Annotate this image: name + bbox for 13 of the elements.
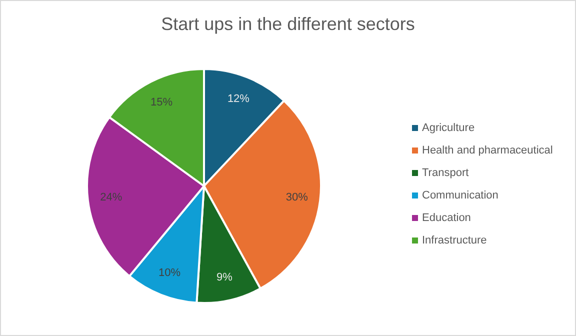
legend-label: Communication (422, 189, 498, 202)
data-label: 24% (100, 192, 122, 204)
chart-title: Start ups in the different sectors (161, 14, 415, 34)
legend-label: Transport (422, 166, 469, 179)
legend-label: Infrastructure (422, 234, 487, 246)
data-label: 10% (158, 266, 181, 279)
legend-label: Agriculture (422, 122, 475, 134)
data-label: 30% (286, 192, 308, 204)
data-label: 9% (216, 271, 233, 284)
legend-label: Education (422, 212, 471, 224)
legend-label: Health and pharmaceutical (422, 144, 553, 156)
data-label: 15% (150, 96, 173, 109)
data-label: 12% (227, 92, 250, 105)
